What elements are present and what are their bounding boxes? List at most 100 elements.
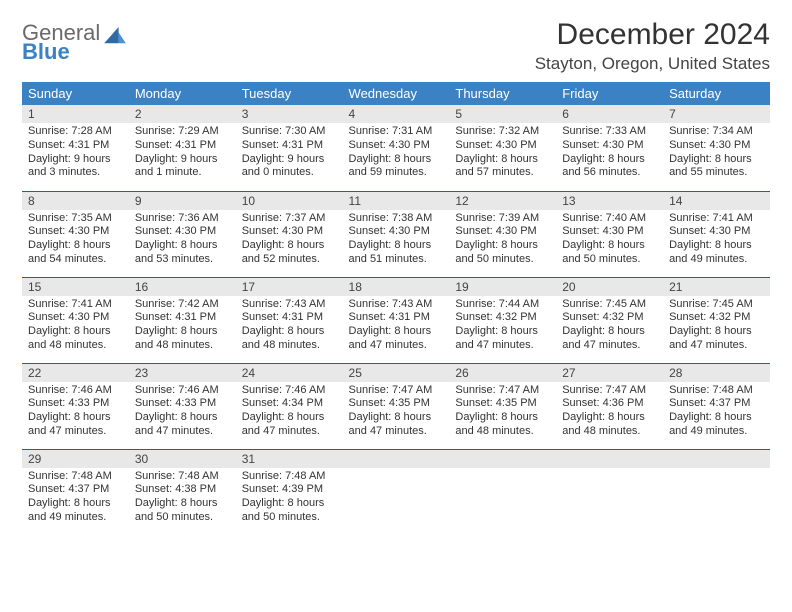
sunset-text: Sunset: 4:33 PM — [28, 397, 123, 411]
day-number: 27 — [556, 364, 663, 382]
daylight-text: Daylight: 8 hours and 50 minutes. — [135, 497, 230, 525]
calendar-day-cell: 20Sunrise: 7:45 AMSunset: 4:32 PMDayligh… — [556, 277, 663, 363]
day-content: Sunrise: 7:31 AMSunset: 4:30 PMDaylight:… — [343, 123, 450, 184]
calendar-day-cell: 12Sunrise: 7:39 AMSunset: 4:30 PMDayligh… — [449, 191, 556, 277]
calendar-week-row: 1Sunrise: 7:28 AMSunset: 4:31 PMDaylight… — [22, 105, 770, 191]
day-content: Sunrise: 7:28 AMSunset: 4:31 PMDaylight:… — [22, 123, 129, 184]
day-content: Sunrise: 7:47 AMSunset: 4:35 PMDaylight:… — [449, 382, 556, 443]
day-content: Sunrise: 7:48 AMSunset: 4:37 PMDaylight:… — [22, 468, 129, 529]
day-content — [449, 468, 556, 528]
daylight-text: Daylight: 9 hours and 0 minutes. — [242, 153, 337, 181]
sunset-text: Sunset: 4:31 PM — [242, 139, 337, 153]
day-content: Sunrise: 7:36 AMSunset: 4:30 PMDaylight:… — [129, 210, 236, 271]
calendar-day-cell: 25Sunrise: 7:47 AMSunset: 4:35 PMDayligh… — [343, 363, 450, 449]
calendar-day-cell: 3Sunrise: 7:30 AMSunset: 4:31 PMDaylight… — [236, 105, 343, 191]
calendar-day-cell: 21Sunrise: 7:45 AMSunset: 4:32 PMDayligh… — [663, 277, 770, 363]
calendar-day-cell: 6Sunrise: 7:33 AMSunset: 4:30 PMDaylight… — [556, 105, 663, 191]
daylight-text: Daylight: 8 hours and 50 minutes. — [455, 239, 550, 267]
sunset-text: Sunset: 4:30 PM — [669, 225, 764, 239]
day-number: 28 — [663, 364, 770, 382]
sunset-text: Sunset: 4:32 PM — [455, 311, 550, 325]
daylight-text: Daylight: 8 hours and 50 minutes. — [562, 239, 657, 267]
sunset-text: Sunset: 4:30 PM — [562, 225, 657, 239]
calendar-week-row: 15Sunrise: 7:41 AMSunset: 4:30 PMDayligh… — [22, 277, 770, 363]
sunrise-text: Sunrise: 7:47 AM — [349, 384, 444, 398]
day-number — [556, 450, 663, 468]
day-number: 5 — [449, 105, 556, 123]
calendar-day-cell: 23Sunrise: 7:46 AMSunset: 4:33 PMDayligh… — [129, 363, 236, 449]
sunrise-text: Sunrise: 7:28 AM — [28, 125, 123, 139]
calendar-day-cell: 18Sunrise: 7:43 AMSunset: 4:31 PMDayligh… — [343, 277, 450, 363]
title-block: December 2024 Stayton, Oregon, United St… — [535, 18, 770, 74]
calendar-day-cell: 22Sunrise: 7:46 AMSunset: 4:33 PMDayligh… — [22, 363, 129, 449]
day-content: Sunrise: 7:39 AMSunset: 4:30 PMDaylight:… — [449, 210, 556, 271]
logo-sail-icon — [104, 27, 126, 45]
calendar-week-row: 29Sunrise: 7:48 AMSunset: 4:37 PMDayligh… — [22, 449, 770, 535]
sunrise-text: Sunrise: 7:47 AM — [562, 384, 657, 398]
day-number: 31 — [236, 450, 343, 468]
sunset-text: Sunset: 4:31 PM — [135, 139, 230, 153]
sunrise-text: Sunrise: 7:39 AM — [455, 212, 550, 226]
weekday-header: Tuesday — [236, 82, 343, 105]
sunset-text: Sunset: 4:30 PM — [28, 311, 123, 325]
day-content: Sunrise: 7:34 AMSunset: 4:30 PMDaylight:… — [663, 123, 770, 184]
day-number: 26 — [449, 364, 556, 382]
sunrise-text: Sunrise: 7:32 AM — [455, 125, 550, 139]
daylight-text: Daylight: 8 hours and 49 minutes. — [28, 497, 123, 525]
daylight-text: Daylight: 8 hours and 52 minutes. — [242, 239, 337, 267]
sunset-text: Sunset: 4:30 PM — [562, 139, 657, 153]
daylight-text: Daylight: 8 hours and 55 minutes. — [669, 153, 764, 181]
daylight-text: Daylight: 8 hours and 48 minutes. — [242, 325, 337, 353]
sunrise-text: Sunrise: 7:46 AM — [135, 384, 230, 398]
day-content: Sunrise: 7:46 AMSunset: 4:33 PMDaylight:… — [129, 382, 236, 443]
daylight-text: Daylight: 8 hours and 47 minutes. — [455, 325, 550, 353]
sunset-text: Sunset: 4:33 PM — [135, 397, 230, 411]
sunset-text: Sunset: 4:32 PM — [562, 311, 657, 325]
sunrise-text: Sunrise: 7:34 AM — [669, 125, 764, 139]
sunset-text: Sunset: 4:39 PM — [242, 483, 337, 497]
sunrise-text: Sunrise: 7:30 AM — [242, 125, 337, 139]
sunrise-text: Sunrise: 7:45 AM — [669, 298, 764, 312]
day-content: Sunrise: 7:47 AMSunset: 4:36 PMDaylight:… — [556, 382, 663, 443]
calendar-empty-cell — [343, 449, 450, 535]
daylight-text: Daylight: 8 hours and 47 minutes. — [135, 411, 230, 439]
sunrise-text: Sunrise: 7:43 AM — [242, 298, 337, 312]
location-subtitle: Stayton, Oregon, United States — [535, 54, 770, 74]
day-content: Sunrise: 7:35 AMSunset: 4:30 PMDaylight:… — [22, 210, 129, 271]
daylight-text: Daylight: 9 hours and 3 minutes. — [28, 153, 123, 181]
calendar-day-cell: 30Sunrise: 7:48 AMSunset: 4:38 PMDayligh… — [129, 449, 236, 535]
day-number — [343, 450, 450, 468]
sunset-text: Sunset: 4:31 PM — [242, 311, 337, 325]
calendar-day-cell: 17Sunrise: 7:43 AMSunset: 4:31 PMDayligh… — [236, 277, 343, 363]
month-title: December 2024 — [535, 18, 770, 52]
sunrise-text: Sunrise: 7:48 AM — [28, 470, 123, 484]
calendar-table: SundayMondayTuesdayWednesdayThursdayFrid… — [22, 82, 770, 535]
day-number: 24 — [236, 364, 343, 382]
daylight-text: Daylight: 8 hours and 48 minutes. — [455, 411, 550, 439]
sunset-text: Sunset: 4:31 PM — [349, 311, 444, 325]
day-content: Sunrise: 7:38 AMSunset: 4:30 PMDaylight:… — [343, 210, 450, 271]
sunrise-text: Sunrise: 7:46 AM — [242, 384, 337, 398]
day-content: Sunrise: 7:44 AMSunset: 4:32 PMDaylight:… — [449, 296, 556, 357]
sunrise-text: Sunrise: 7:41 AM — [28, 298, 123, 312]
daylight-text: Daylight: 8 hours and 56 minutes. — [562, 153, 657, 181]
daylight-text: Daylight: 8 hours and 54 minutes. — [28, 239, 123, 267]
sunset-text: Sunset: 4:34 PM — [242, 397, 337, 411]
day-number: 21 — [663, 278, 770, 296]
day-content: Sunrise: 7:45 AMSunset: 4:32 PMDaylight:… — [556, 296, 663, 357]
day-content: Sunrise: 7:32 AMSunset: 4:30 PMDaylight:… — [449, 123, 556, 184]
day-content: Sunrise: 7:47 AMSunset: 4:35 PMDaylight:… — [343, 382, 450, 443]
sunset-text: Sunset: 4:30 PM — [349, 139, 444, 153]
calendar-empty-cell — [556, 449, 663, 535]
calendar-day-cell: 27Sunrise: 7:47 AMSunset: 4:36 PMDayligh… — [556, 363, 663, 449]
day-content — [343, 468, 450, 528]
day-number: 30 — [129, 450, 236, 468]
day-number: 20 — [556, 278, 663, 296]
calendar-day-cell: 5Sunrise: 7:32 AMSunset: 4:30 PMDaylight… — [449, 105, 556, 191]
day-content: Sunrise: 7:45 AMSunset: 4:32 PMDaylight:… — [663, 296, 770, 357]
sunset-text: Sunset: 4:32 PM — [669, 311, 764, 325]
day-number: 4 — [343, 105, 450, 123]
daylight-text: Daylight: 8 hours and 49 minutes. — [669, 411, 764, 439]
day-content: Sunrise: 7:37 AMSunset: 4:30 PMDaylight:… — [236, 210, 343, 271]
calendar-day-cell: 13Sunrise: 7:40 AMSunset: 4:30 PMDayligh… — [556, 191, 663, 277]
